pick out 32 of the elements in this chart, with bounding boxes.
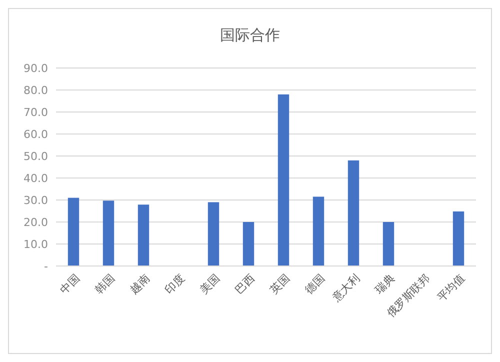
bar	[138, 204, 150, 266]
y-tick-label: 20.0	[24, 216, 48, 229]
x-tick-label: 美国	[198, 272, 222, 296]
bar	[452, 211, 464, 266]
bar	[382, 222, 394, 266]
bar	[312, 196, 324, 266]
bar	[208, 202, 220, 266]
bar	[68, 198, 80, 266]
x-tick-label: 中国	[58, 272, 82, 296]
y-tick-label: -	[44, 260, 48, 273]
x-tick-label: 瑞典	[372, 272, 398, 296]
y-tick-label: 30.0	[24, 194, 48, 207]
x-tick-label: 德国	[302, 272, 328, 296]
y-tick-label: 40.0	[24, 172, 48, 185]
y-tick-label: 70.0	[24, 106, 48, 119]
x-tick-label: 越南	[128, 272, 152, 296]
x-tick-label: 印度	[162, 272, 188, 296]
bar	[242, 222, 254, 266]
x-tick-label: 巴西	[232, 272, 258, 296]
x-tick-label: 韩国	[92, 272, 118, 296]
bar	[278, 94, 290, 266]
bar	[348, 160, 360, 266]
x-tick-label: 意大利	[329, 272, 362, 305]
x-tick-label: 英国	[268, 272, 292, 296]
chart-title: 国际合作	[220, 26, 280, 44]
bar	[102, 200, 114, 266]
y-tick-label: 10.0	[24, 238, 48, 251]
y-tick-label: 80.0	[24, 84, 48, 97]
y-tick-label: 90.0	[24, 62, 48, 75]
y-tick-label: 50.0	[24, 150, 48, 163]
y-tick-label: 60.0	[24, 128, 48, 141]
x-tick-label: 平均值	[434, 272, 468, 304]
